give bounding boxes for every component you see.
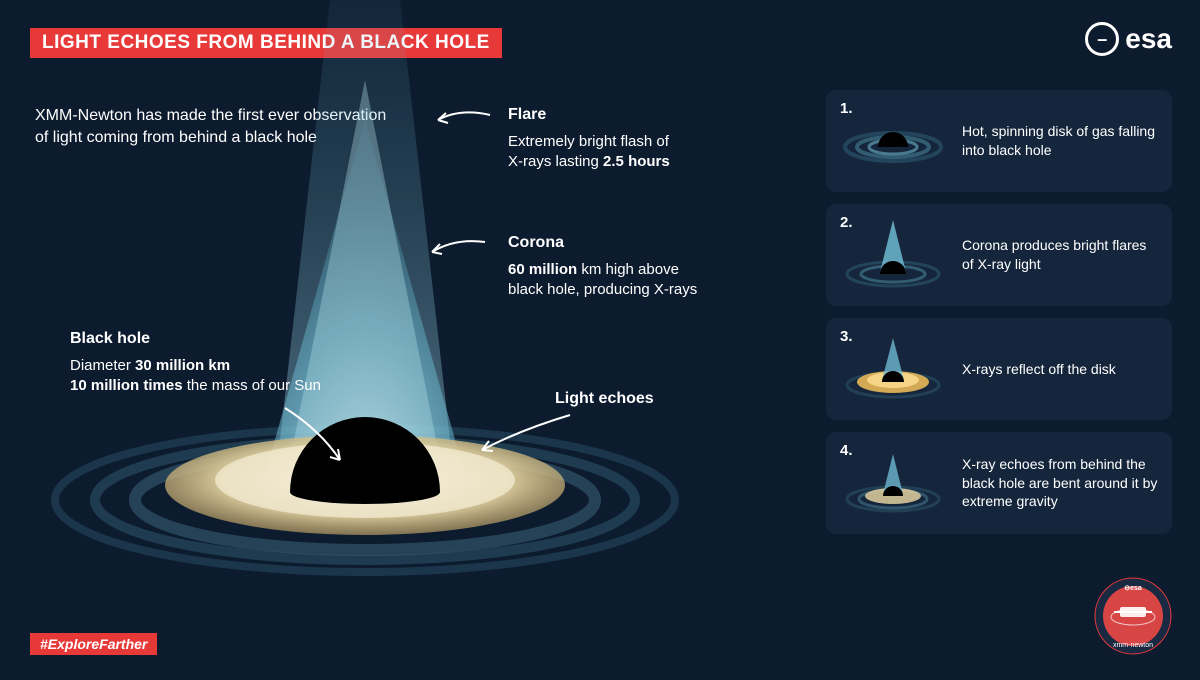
step-1-text: Hot, spinning disk of gas falling into b…: [962, 122, 1158, 160]
label-corona-title: Corona: [508, 232, 698, 254]
label-flare: Flare Extremely bright flash of X-rays l…: [508, 104, 688, 172]
label-blackhole-title: Black hole: [70, 328, 370, 350]
label-echoes-title: Light echoes: [555, 388, 705, 410]
hashtag: #ExploreFarther: [30, 633, 157, 655]
svg-text:xmm-newton: xmm-newton: [1113, 642, 1153, 649]
label-echoes: Light echoes: [555, 388, 705, 416]
label-flare-title: Flare: [508, 104, 688, 126]
step-1: 1. Hot, spinning disk of gas falling int…: [826, 90, 1172, 192]
step-4-icon: [838, 444, 948, 522]
esa-logo-text: esa: [1125, 23, 1172, 55]
label-corona: Corona 60 million km high above black ho…: [508, 232, 698, 300]
label-blackhole: Black hole Diameter 30 million km10 mill…: [70, 328, 370, 396]
label-corona-desc: 60 million km high above black hole, pro…: [508, 260, 698, 301]
step-3: 3. X-rays reflect off the disk: [826, 318, 1172, 420]
step-2: 2. Corona produces bright flares of X-ra…: [826, 204, 1172, 306]
step-3-icon: [838, 330, 948, 408]
step-3-text: X-rays reflect off the disk: [962, 360, 1158, 379]
step-2-icon: [838, 216, 948, 294]
label-blackhole-desc: Diameter 30 million km10 million times t…: [70, 356, 370, 397]
steps-panel: 1. Hot, spinning disk of gas falling int…: [826, 90, 1172, 534]
esa-logo: – esa: [1085, 22, 1172, 56]
esa-logo-icon: –: [1085, 22, 1119, 56]
svg-text:⊖esa: ⊖esa: [1124, 585, 1142, 592]
step-2-text: Corona produces bright flares of X-ray l…: [962, 236, 1158, 274]
step-1-icon: [838, 102, 948, 180]
step-4: 4. X-ray echoes from behind the black ho…: [826, 432, 1172, 534]
label-flare-desc: Extremely bright flash of X-rays lasting…: [508, 132, 688, 173]
mission-badge: ⊖esa xmm-newton: [1094, 577, 1172, 655]
step-4-text: X-ray echoes from behind the black hole …: [962, 455, 1158, 512]
